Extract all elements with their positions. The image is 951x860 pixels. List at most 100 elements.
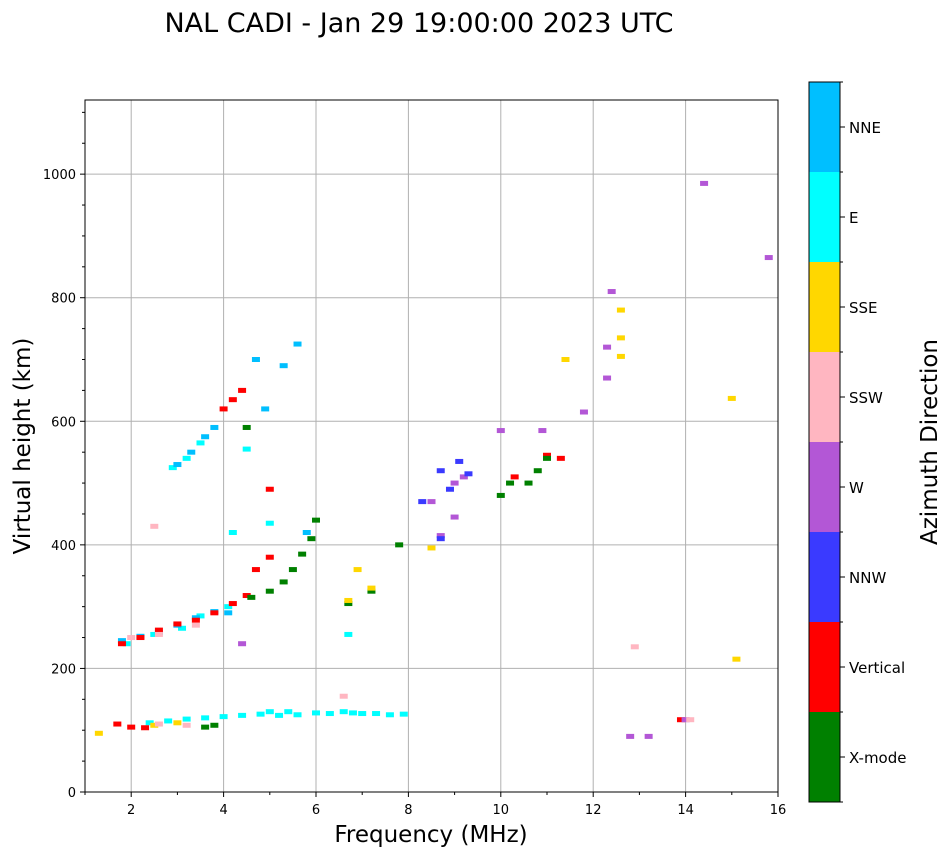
colorbar-segment-e xyxy=(809,172,840,262)
data-point-ssw xyxy=(154,721,163,727)
colorbar-frame xyxy=(808,81,841,803)
data-point-e xyxy=(399,711,408,717)
data-point-nne xyxy=(279,363,288,369)
data-point-e xyxy=(265,520,274,526)
data-point-ssw xyxy=(191,622,200,628)
x-tick-label: 6 xyxy=(312,803,320,818)
y-axis-ticks: 0 200 400 600 800 1000 xyxy=(43,111,85,801)
data-point-ssw xyxy=(630,644,639,650)
data-point-e xyxy=(164,718,173,724)
data-point-nnw xyxy=(464,471,473,477)
colorbar-label: Azimuth Direction xyxy=(917,339,943,545)
data-point-nne xyxy=(302,530,311,535)
colorbar-label-ssw: SSW xyxy=(849,389,883,407)
x-tick-label: 4 xyxy=(219,803,227,818)
data-point-w xyxy=(607,289,616,295)
data-point-w xyxy=(238,641,247,647)
data-point-e xyxy=(196,613,205,619)
colorbar-label-sse: SSE xyxy=(849,299,878,317)
data-point-w xyxy=(700,180,709,186)
data-point-e xyxy=(168,465,177,471)
data-point-ssw xyxy=(339,693,348,699)
data-point-e xyxy=(219,714,228,720)
colorbar-label-vertical: Vertical xyxy=(849,659,905,677)
data-point-e xyxy=(325,711,334,717)
data-point-w xyxy=(579,409,588,415)
data-point-w xyxy=(681,717,690,723)
data-point-ssw xyxy=(182,722,191,728)
colorbar-label-nnw: NNW xyxy=(849,569,886,587)
colorbar-segment-w xyxy=(809,442,840,532)
data-point-nnw xyxy=(455,458,464,464)
data-point-vertical xyxy=(141,725,150,731)
data-point-vertical xyxy=(238,387,247,393)
data-point-sse xyxy=(150,722,159,728)
data-point-x-mode xyxy=(201,724,210,730)
data-point-e xyxy=(256,711,265,717)
data-point-w xyxy=(459,474,468,480)
data-point-e xyxy=(358,711,367,717)
plot-frame xyxy=(84,99,779,793)
data-point-nnw xyxy=(436,536,445,542)
data-point-vertical xyxy=(556,455,565,461)
data-point-vertical xyxy=(219,406,228,412)
data-point-e xyxy=(275,712,284,718)
colorbar-segment-nne xyxy=(809,82,840,172)
data-point-vertical xyxy=(113,721,122,727)
data-point-x-mode xyxy=(247,594,256,600)
data-point-vertical xyxy=(117,641,126,647)
y-tick-label: 0 xyxy=(68,786,76,801)
y-axis-label: Virtual height (km) xyxy=(10,338,36,555)
colorbar-segment-nnw xyxy=(809,532,840,622)
data-point-vertical xyxy=(510,474,519,480)
data-point-e xyxy=(122,641,131,647)
data-point-x-mode xyxy=(344,601,353,607)
data-point-e xyxy=(150,631,159,637)
y-tick-label: 200 xyxy=(51,662,76,677)
data-point-e xyxy=(238,712,247,718)
data-point-x-mode xyxy=(496,492,505,498)
data-point-vertical xyxy=(210,610,219,616)
data-point-e xyxy=(312,710,320,716)
data-point-ssw xyxy=(686,717,695,723)
data-point-nne xyxy=(210,424,219,430)
data-point-vertical xyxy=(265,486,274,492)
data-point-vertical xyxy=(242,593,251,599)
data-point-e xyxy=(182,716,191,722)
data-point-vertical xyxy=(543,452,551,458)
data-point-x-mode xyxy=(533,468,542,474)
data-point-e xyxy=(201,715,210,721)
data-point-e xyxy=(339,709,348,715)
data-point-x-mode xyxy=(242,424,251,430)
data-point-e xyxy=(182,455,191,461)
data-point-w xyxy=(603,344,612,350)
data-point-x-mode xyxy=(524,480,533,486)
colorbar-segment-sse xyxy=(809,262,840,352)
data-point-vertical xyxy=(228,397,237,403)
data-point-vertical xyxy=(676,717,685,723)
data-point-w xyxy=(644,733,653,739)
colorbar-label-w: W xyxy=(849,479,864,497)
data-point-sse xyxy=(353,567,362,573)
data-point-w xyxy=(450,480,459,486)
data-point-vertical xyxy=(265,554,274,560)
colorbar: X-mode Vertical NNW W SSW SSE E NNE xyxy=(809,81,906,803)
x-tick-label: 12 xyxy=(585,803,602,818)
data-point-e xyxy=(284,709,293,715)
data-point-x-mode xyxy=(210,722,219,728)
data-point-vertical xyxy=(228,601,237,607)
data-point-e xyxy=(145,720,154,726)
data-point-vertical xyxy=(127,724,136,730)
data-point-e xyxy=(265,709,274,715)
data-point-sse xyxy=(616,335,625,341)
data-point-w xyxy=(427,499,436,505)
colorbar-label-x-mode: X-mode xyxy=(849,749,906,767)
data-point-e xyxy=(224,604,233,610)
y-tick-label: 800 xyxy=(51,292,76,307)
data-point-x-mode xyxy=(265,588,274,594)
data-point-nne xyxy=(173,462,182,468)
data-point-vertical xyxy=(173,621,182,627)
colorbar-segment-vertical xyxy=(809,622,840,712)
data-point-w xyxy=(450,514,459,520)
